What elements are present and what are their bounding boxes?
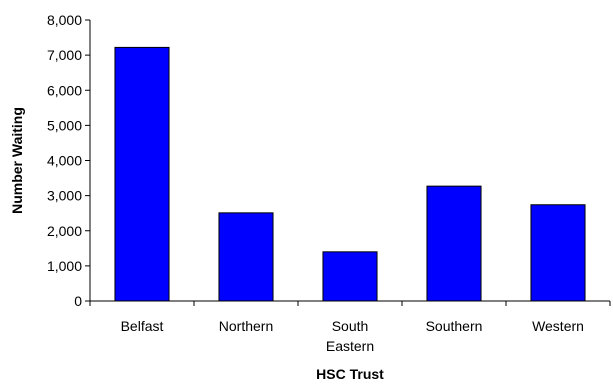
x-axis-tick-labels: Belfast Northern South Eastern Southern Weste… <box>89 301 611 354</box>
y-tick-label: 7,000 <box>47 47 82 63</box>
y-axis-title: Number Waiting <box>9 107 25 214</box>
y-tick-label: 5,000 <box>47 117 82 133</box>
bars <box>114 46 586 302</box>
y-tick-label: 2,000 <box>47 223 82 239</box>
x-tick-label: Southern <box>426 318 483 334</box>
x-axis-title: HSC Trust <box>316 366 384 382</box>
y-tick-label: 8,000 <box>47 12 82 28</box>
bar <box>426 185 482 302</box>
x-tick-label: Northern <box>219 318 273 334</box>
x-tick-label: Belfast <box>121 318 164 334</box>
bar <box>114 46 170 302</box>
bar <box>530 204 586 302</box>
y-tick-label: 6,000 <box>47 82 82 98</box>
bar <box>218 212 274 302</box>
x-tick-label: Western <box>532 318 584 334</box>
y-tick-label: 1,000 <box>47 258 82 274</box>
y-axis-ticks: 0 1,000 2,000 3,000 4,000 5,000 6,000 7,000 8,00… <box>47 12 90 309</box>
x-tick-label: South Eastern <box>326 318 374 354</box>
y-tick-label: 4,000 <box>47 153 82 169</box>
y-tick-label: 0 <box>74 293 82 309</box>
bar <box>322 251 378 302</box>
y-tick-label: 3,000 <box>47 188 82 204</box>
